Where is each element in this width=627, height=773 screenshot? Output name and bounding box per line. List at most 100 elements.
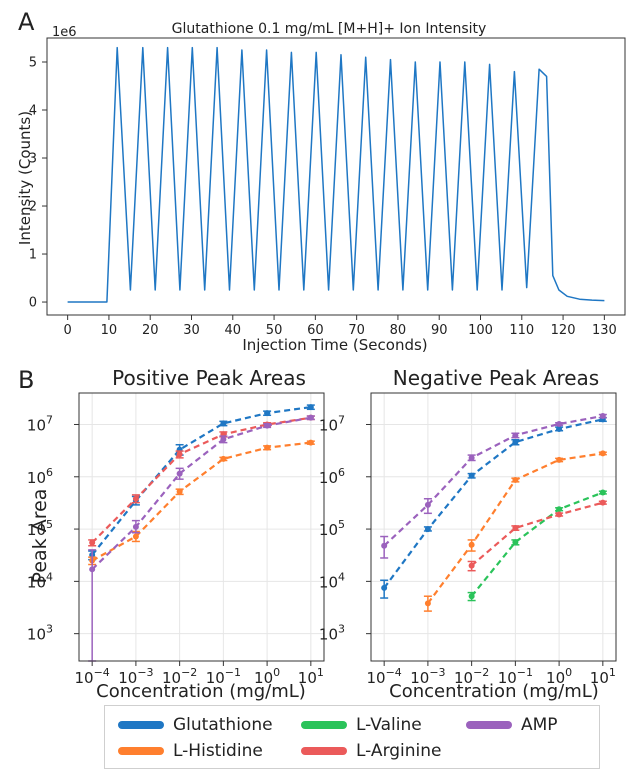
x-tick-label: 60: [307, 323, 324, 338]
legend-swatch: [301, 747, 347, 755]
series-line-valine: [470, 491, 604, 597]
data-point-histidine: [599, 450, 606, 457]
data-point-amp: [599, 413, 606, 420]
data-point-glutathione: [512, 439, 519, 446]
data-point-amp: [381, 542, 388, 549]
x-tick-label: 130: [592, 323, 617, 338]
data-point-histidine: [468, 541, 475, 548]
series-line-histidine: [91, 441, 311, 562]
data-point-arginine: [468, 562, 475, 569]
data-point-arginine: [512, 524, 519, 531]
data-point-valine: [556, 506, 563, 513]
y-tick-label: 106: [319, 466, 345, 487]
x-tick-label: 80: [390, 323, 407, 338]
data-point-glutathione: [220, 420, 227, 427]
data-point-arginine: [176, 451, 183, 458]
x-tick-label: 20: [142, 323, 159, 338]
y-tick-label: 103: [27, 623, 53, 644]
data-point-amp: [220, 436, 227, 443]
data-point-arginine: [132, 495, 139, 502]
negative-peak-chart: Negative Peak Areas Concentration (mg/mL…: [319, 366, 617, 702]
legend-swatch: [301, 721, 347, 729]
y-tick-label: 107: [319, 413, 345, 434]
y-tick-label: 4: [29, 104, 37, 119]
y-axis-label: Peak Area: [29, 489, 51, 584]
data-point-amp: [264, 422, 271, 429]
y-tick-label: 1: [29, 248, 37, 263]
data-point-glutathione: [468, 472, 475, 479]
data-point-arginine: [89, 539, 96, 546]
data-point-valine: [468, 593, 475, 600]
y-tick-label: 3: [29, 152, 37, 167]
x-tick-label: 110: [509, 323, 534, 338]
data-point-glutathione: [556, 425, 563, 432]
data-point-glutathione: [307, 404, 314, 411]
legend-item-glutathione: Glutathione: [118, 713, 273, 737]
x-tick-label: 30: [183, 323, 200, 338]
legend-swatch: [118, 721, 164, 729]
series-line-glutathione: [91, 406, 311, 556]
legend-item-histidine: L-Histidine: [118, 739, 263, 763]
panel-label-b: B: [18, 366, 34, 394]
x-tick-label: 120: [551, 323, 576, 338]
data-point-arginine: [599, 499, 606, 506]
data-point-amp: [132, 523, 139, 530]
data-point-glutathione: [424, 526, 431, 533]
data-point-glutathione: [381, 584, 388, 591]
data-point-amp: [424, 501, 431, 508]
chart-title: Positive Peak Areas: [112, 366, 306, 390]
x-tick-label: 50: [266, 323, 283, 338]
intensity-chart: Glutathione 0.1 mg/mL [M+H]+ Ion Intensi…: [16, 21, 626, 354]
data-point-amp: [512, 432, 519, 439]
data-point-histidine: [512, 476, 519, 483]
x-axis-label: Injection Time (Seconds): [242, 336, 427, 354]
legend-swatch: [466, 721, 512, 729]
data-point-amp: [176, 470, 183, 477]
data-point-valine: [512, 539, 519, 546]
series-line-glutathione: [383, 418, 604, 589]
x-axis-label: Concentration (mg/mL): [389, 681, 599, 702]
y-tick-label: 0: [29, 296, 37, 311]
plot-frame: [46, 37, 626, 316]
data-point-histidine: [176, 488, 183, 495]
x-tick-label: 10−3: [118, 666, 153, 687]
panel-label-a: A: [18, 8, 35, 36]
y-tick-label: 105: [319, 518, 345, 539]
legend-label: AMP: [521, 715, 558, 735]
plot-frame: [78, 392, 325, 662]
y-tick-label: 5: [29, 56, 37, 71]
legend-label: L-Histidine: [173, 741, 263, 761]
legend-label: Glutathione: [173, 715, 273, 735]
x-tick-label: 10: [101, 323, 118, 338]
y-tick-label: 104: [27, 570, 53, 591]
legend-item-arginine: L-Arginine: [301, 739, 442, 763]
series-line-arginine: [91, 416, 311, 544]
data-point-valine: [599, 489, 606, 496]
y-multiplier: 1e6: [52, 25, 77, 40]
data-point-histidine: [132, 533, 139, 540]
data-point-amp: [468, 454, 475, 461]
x-tick-label: 70: [348, 323, 365, 338]
data-point-glutathione: [264, 410, 271, 417]
data-point-arginine: [556, 511, 563, 518]
y-axis-label: Intensity (Counts): [16, 111, 34, 245]
data-point-histidine: [264, 444, 271, 451]
chart-title: Glutathione 0.1 mg/mL [M+H]+ Ion Intensi…: [172, 21, 487, 37]
data-point-amp: [307, 414, 314, 421]
legend-swatch: [118, 747, 164, 755]
plot-frame: [370, 392, 617, 662]
data-point-histidine: [220, 455, 227, 462]
x-tick-label: 90: [431, 323, 448, 338]
y-tick-label: 104: [319, 570, 345, 591]
x-tick-label: 0: [64, 323, 72, 338]
legend-label: L-Valine: [356, 715, 422, 735]
data-point-amp: [89, 566, 96, 573]
data-point-histidine: [556, 456, 563, 463]
legend-item-amp: AMP: [466, 713, 558, 737]
data-point-histidine: [307, 439, 314, 446]
y-tick-label: 106: [27, 466, 53, 487]
y-tick-label: 2: [29, 200, 37, 215]
legend-item-valine: L-Valine: [301, 713, 422, 737]
positive-peak-chart: Positive Peak Areas Concentration (mg/mL…: [27, 366, 325, 702]
